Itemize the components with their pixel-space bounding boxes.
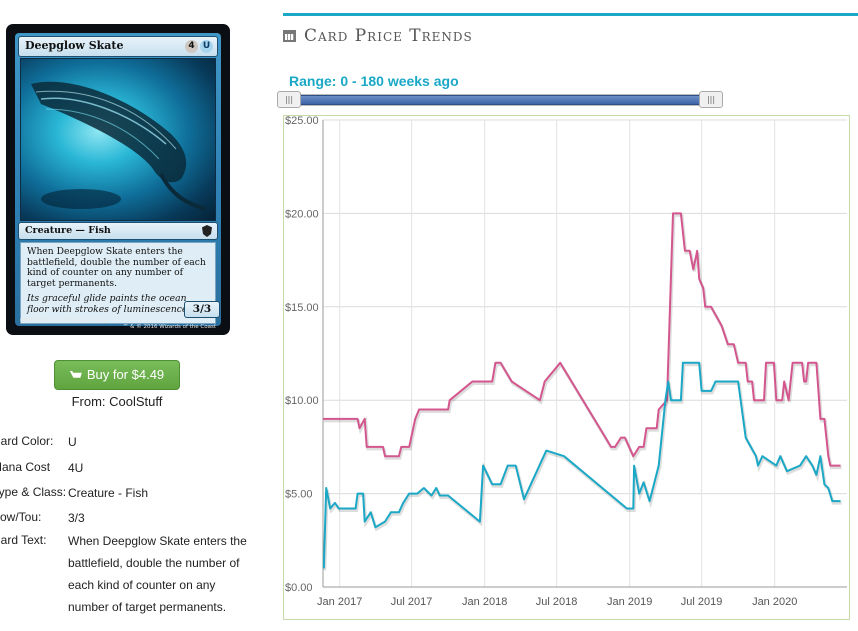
card-textbox: When Deepglow Skate enters the battlefie… [20,242,216,324]
card-flavor-text: Its graceful glide paints the ocean floo… [27,293,191,315]
x-tick-label: Jul 2017 [391,596,433,608]
seller-label: From: CoolStuff [71,394,163,409]
detail-label: Type & Class: [0,485,67,499]
card-art [20,58,216,221]
x-tick-label: Jan 2017 [317,596,362,608]
x-tick-label: Jul 2018 [536,596,578,608]
detail-label: Card Color: [0,434,54,448]
card-image: Deepglow Skate 4 U Creature — Fish When … [6,24,230,335]
chart-frame [283,115,850,620]
series-shadow [323,363,842,571]
x-tick-label: Jan 2019 [607,596,652,608]
card-name: Deepglow Skate [25,39,124,52]
price-chart-svg: $0.00 $5.00 $10.00 $15.00 $20.00 $25.00 Jan 20… [283,115,850,620]
detail-value: 4U [68,461,84,475]
set-symbol-icon [202,225,212,237]
x-tick-label: Jul 2019 [681,596,723,608]
mana-generic-icon: 4 [185,40,198,53]
price-chart: $0.00 $5.00 $10.00 $15.00 $20.00 $25.00 Jan 20… [283,115,850,620]
detail-value: U [68,435,77,449]
detail-value: 3/3 [68,511,85,525]
y-tick-label: $10.00 [285,395,319,407]
detail-label: Pow/Tou: [0,510,42,524]
y-tick-label: $25.00 [285,115,319,127]
series-line [323,212,841,467]
y-tick-label: $0.00 [285,582,313,594]
section-divider [283,13,858,16]
y-tick-label: $20.00 [285,208,319,220]
price-trends-title: Card Price Trends [283,26,473,46]
x-tick-label: Jan 2020 [752,596,797,608]
calendar-icon [283,30,296,42]
skate-illustration [31,81,207,211]
card-type-bar: Creature — Fish [18,222,218,240]
detail-value: When Deepglow Skate enters the battlefie… [68,534,247,614]
card-collector-info: 007/351 R C16 • EN Jason Kang [20,318,108,324]
buy-button[interactable]: Buy for $4.49 [54,360,180,390]
card-rules-text: When Deepglow Skate enters the battlefie… [27,246,206,289]
shopping-cart-icon [69,371,82,378]
card-copyright: ™ & © 2016 Wizards of the Coast [122,324,216,330]
price-trends-title-text: Card Price Trends [304,26,473,46]
range-slider-selection[interactable] [292,95,711,105]
detail-value: Creature - Fish [68,486,149,500]
range-slider-handle-max[interactable]: ||| [699,91,723,108]
y-tick-label: $5.00 [285,489,313,501]
detail-label: Card Text: [0,533,47,547]
detail-label: Mana Cost [0,460,51,474]
card-title-bar: Deepglow Skate 4 U [18,36,218,57]
range-slider-handle-min[interactable]: ||| [277,91,301,108]
mana-blue-icon: U [200,40,213,53]
range-label: Range: 0 - 180 weeks ago [289,73,459,89]
y-tick-label: $15.00 [285,302,319,314]
x-tick-label: Jan 2018 [462,596,507,608]
series-line [322,361,841,569]
card-type-line: Creature — Fish [25,225,111,236]
card-power-toughness: 3/3 [184,301,220,318]
buy-button-label: Buy for $4.49 [86,367,165,382]
